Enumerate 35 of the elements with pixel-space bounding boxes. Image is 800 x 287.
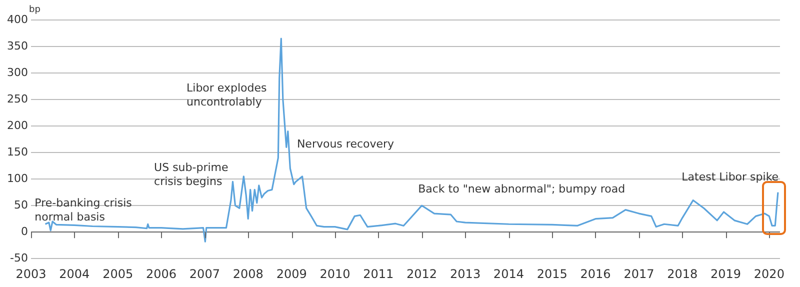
x-tick-label: 2010 xyxy=(320,266,350,281)
x-tick-label: 2017 xyxy=(624,266,654,281)
y-tick-label: 300 xyxy=(6,66,28,79)
y-tick-label: 150 xyxy=(6,145,28,158)
x-tick-label: 2003 xyxy=(16,266,46,281)
annotation: Back to "new abnormal"; bumpy road xyxy=(418,182,626,196)
x-tick-label: 2018 xyxy=(667,266,698,281)
annotation: Pre-banking crisis normal basis xyxy=(34,196,132,224)
x-tick-label: 2016 xyxy=(580,266,611,281)
annotation: Libor explodes uncontrolably xyxy=(186,82,268,109)
annotation: Nervous recovery xyxy=(296,137,395,150)
annotation: Latest Libor spike xyxy=(682,170,779,184)
x-tick-label: 2009 xyxy=(276,266,307,281)
annotation: US sub-prime crisis begins xyxy=(154,161,229,188)
y-tick-label: 100 xyxy=(6,172,28,185)
y-tick-label: 50 xyxy=(14,198,28,212)
x-tick-label: 2005 xyxy=(102,266,134,281)
y-tick-label: 200 xyxy=(6,118,28,132)
x-tick-label: 2015 xyxy=(536,266,568,281)
x-tick-label: 2008 xyxy=(232,266,264,281)
y-tick-label: 250 xyxy=(6,92,28,106)
y-axis-title: bp xyxy=(28,5,41,15)
y-tick-label: 350 xyxy=(6,39,28,52)
x-tick-label: 2020 xyxy=(754,266,784,281)
x-tick-label: 2006 xyxy=(146,266,177,281)
x-tick-label: 2013 xyxy=(450,266,481,281)
x-tick-label: 2004 xyxy=(59,266,90,281)
y-tick-label: 0 xyxy=(20,224,28,238)
y-tick-label: -50 xyxy=(10,251,28,264)
x-tick-label: 2007 xyxy=(189,266,220,281)
x-tick-label: 2011 xyxy=(363,266,394,281)
x-tick-label: 2012 xyxy=(406,266,438,281)
y-tick-label: 400 xyxy=(6,12,28,26)
x-tick-label: 2019 xyxy=(710,266,742,281)
x-tick-label: 2014 xyxy=(493,266,524,281)
